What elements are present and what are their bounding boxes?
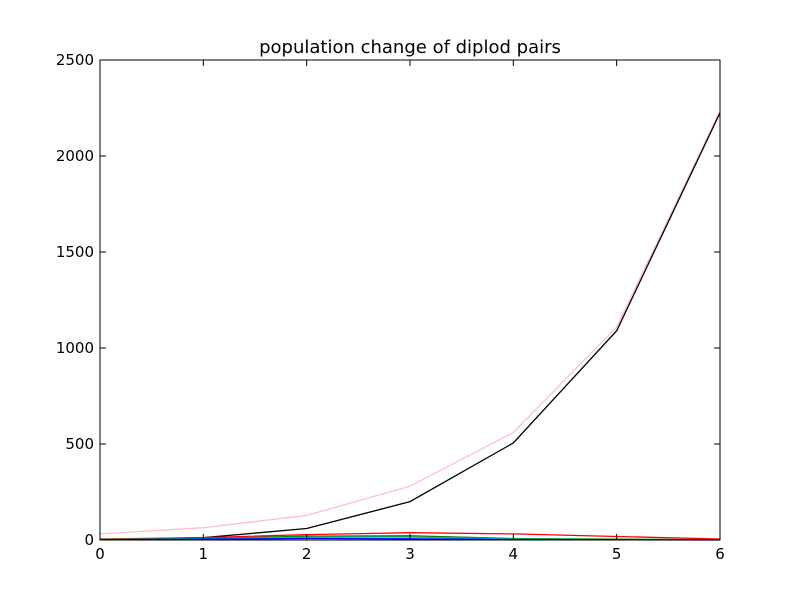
- series-layer: [99, 110, 721, 541]
- x-tick-label: 5: [612, 545, 622, 563]
- x-tick-label: 6: [715, 545, 725, 563]
- series-line-1: [99, 112, 721, 541]
- y-tick-label: 500: [65, 435, 94, 453]
- plot-frame: [99, 59, 721, 541]
- x-tick-label: 2: [302, 545, 312, 563]
- chart-title: population change of diplod pairs: [259, 37, 561, 58]
- series-line-0: [99, 110, 721, 535]
- x-tick-label: 3: [405, 545, 415, 563]
- x-tick-label: 0: [95, 545, 105, 563]
- y-tick-label: 0: [84, 531, 94, 549]
- y-tick-label: 1500: [56, 243, 94, 261]
- ticks-layer: 0 1 2 3 4 5 6 0 500 1000 1500 2000 2500: [56, 51, 725, 563]
- y-tick-label: 2500: [56, 51, 94, 69]
- y-tick-label: 1000: [56, 339, 94, 357]
- y-tick-label: 2000: [56, 147, 94, 165]
- x-tick-label: 1: [199, 545, 209, 563]
- x-tick-label: 4: [509, 545, 519, 563]
